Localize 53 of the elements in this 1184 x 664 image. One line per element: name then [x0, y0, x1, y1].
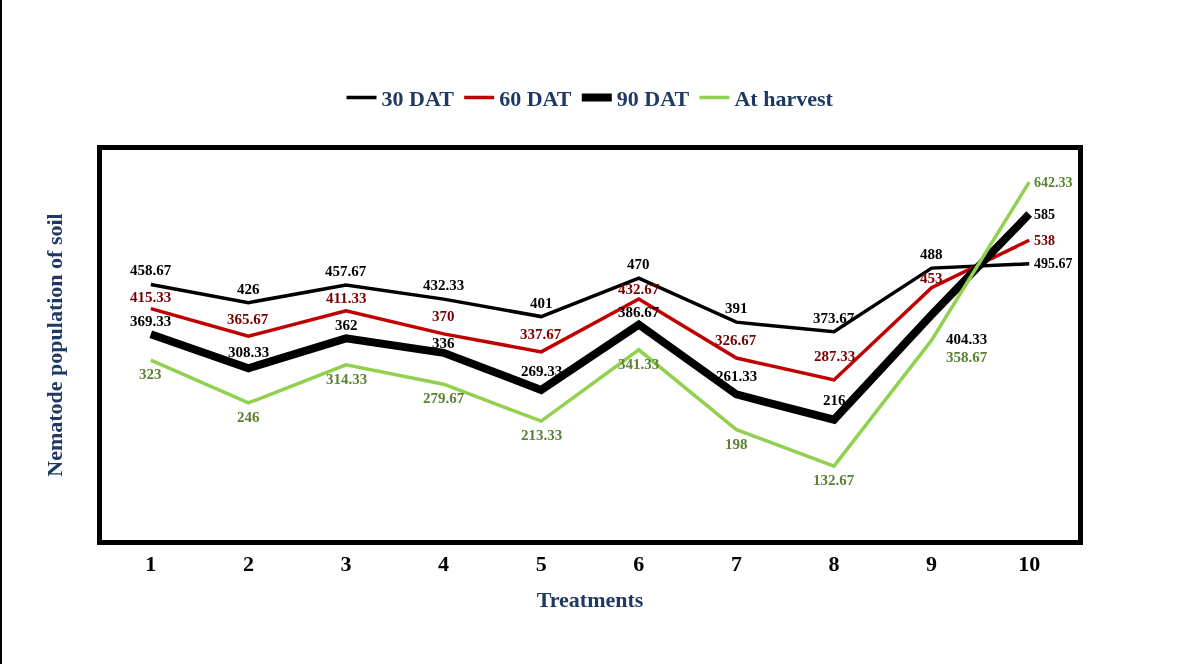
- data-label: 287.33: [814, 348, 856, 364]
- data-label: 401: [530, 295, 553, 311]
- data-label: 415.33: [130, 289, 172, 305]
- data-label: 216: [823, 392, 846, 408]
- data-label: 336: [432, 335, 455, 351]
- data-label: 391: [725, 300, 748, 316]
- data-label: 488: [920, 246, 943, 262]
- x-tick-label: 9: [926, 551, 938, 577]
- data-label: 132.67: [813, 472, 855, 488]
- data-label: 213.33: [521, 427, 563, 443]
- data-label: 642.33: [1034, 175, 1073, 190]
- data-label: 323: [139, 366, 162, 382]
- data-label: 458.67: [130, 262, 172, 278]
- data-label: 404.33: [946, 331, 988, 347]
- data-label: 369.33: [130, 313, 172, 329]
- data-label: 246: [237, 409, 260, 425]
- data-label: 538: [1034, 233, 1055, 248]
- x-axis-title: Treatments: [536, 587, 644, 613]
- data-label: 279.67: [423, 390, 465, 406]
- data-label: 457.67: [325, 263, 367, 279]
- data-label: 326.67: [715, 332, 757, 348]
- data-label: 495.67: [1034, 256, 1073, 271]
- data-label: 453: [920, 270, 943, 286]
- data-label: 358.67: [946, 349, 988, 365]
- data-label: 386.67: [618, 304, 660, 320]
- data-label: 308.33: [228, 344, 270, 360]
- data-label: 426: [237, 281, 260, 297]
- data-label: 370: [432, 308, 455, 324]
- data-label: 198: [725, 436, 748, 452]
- legend-label: 60 DAT: [499, 86, 572, 112]
- data-label: 411.33: [326, 290, 367, 306]
- data-label: 585: [1034, 207, 1055, 222]
- data-label: 432.33: [423, 277, 465, 293]
- data-label: 470: [627, 256, 650, 272]
- legend-label: At harvest: [734, 86, 834, 112]
- x-tick-label: 5: [535, 551, 547, 577]
- y-axis-title: Nematode population of soil: [41, 213, 67, 477]
- x-tick-label: 10: [1018, 551, 1041, 577]
- data-label: 314.33: [326, 371, 368, 387]
- x-tick-label: 1: [145, 551, 157, 577]
- x-tick-label: 3: [340, 551, 352, 577]
- data-label: 341.33: [618, 356, 660, 372]
- data-label: 337.67: [520, 326, 562, 342]
- data-label: 432.67: [618, 281, 660, 297]
- x-tick-label: 8: [828, 551, 840, 577]
- legend-label: 90 DAT: [616, 86, 690, 112]
- x-tick-label: 2: [242, 551, 254, 577]
- data-label: 365.67: [227, 311, 269, 327]
- legend-label: 30 DAT: [381, 86, 455, 112]
- data-label: 362: [335, 317, 358, 333]
- x-tick-label: 6: [633, 551, 645, 577]
- x-tick-label: 4: [438, 551, 450, 577]
- x-tick-label: 7: [730, 551, 742, 577]
